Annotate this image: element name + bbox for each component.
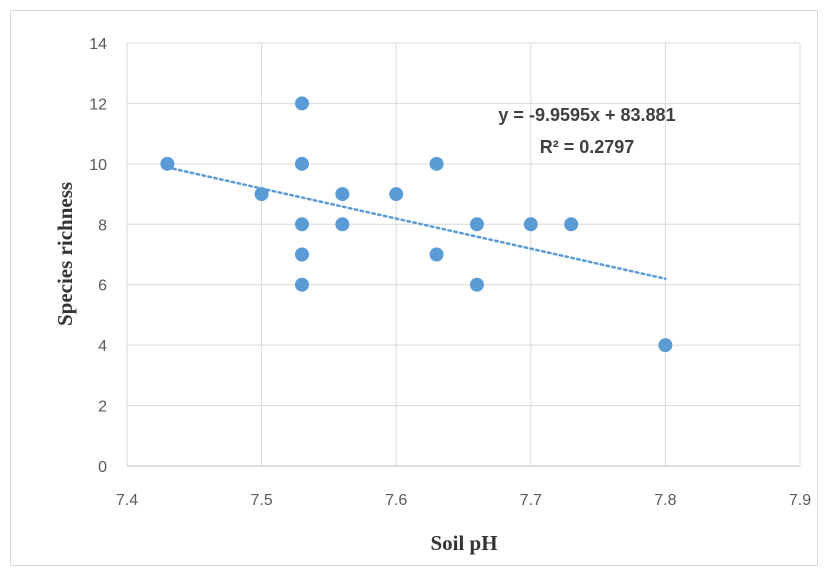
data-point [429, 156, 444, 171]
y-tick-label: 10 [89, 157, 107, 174]
y-tick-label: 14 [89, 36, 107, 53]
trendline-r-squared: R² = 0.2797 [540, 137, 635, 157]
data-point [294, 277, 309, 292]
data-points [160, 96, 673, 353]
data-point [658, 338, 673, 353]
y-tick-label: 0 [98, 459, 107, 476]
data-point [294, 156, 309, 171]
data-point [294, 247, 309, 262]
gridlines [126, 42, 801, 467]
x-tick-label: 7.9 [789, 492, 811, 509]
data-point [469, 217, 484, 232]
data-point [160, 156, 175, 171]
y-tick-label: 4 [98, 338, 107, 355]
data-point [254, 187, 269, 202]
y-tick-labels: 0 2 4 6 8 10 12 14 [89, 36, 107, 476]
x-tick-label: 7.7 [520, 492, 542, 509]
y-tick-label: 12 [89, 96, 107, 113]
data-point [429, 247, 444, 262]
data-point [389, 187, 404, 202]
data-point [564, 217, 579, 232]
data-point [294, 96, 309, 111]
trendline [166, 166, 667, 281]
chart-frame [10, 10, 818, 566]
y-tick-label: 8 [98, 217, 107, 234]
trendline-equation: y = -9.9595x + 83.881 [498, 105, 675, 125]
data-point [335, 217, 350, 232]
y-tick-label: 6 [98, 278, 107, 295]
data-point [294, 217, 309, 232]
data-point [469, 277, 484, 292]
x-tick-label: 7.4 [116, 492, 138, 509]
x-tick-labels: 7.4 7.5 7.6 7.7 7.8 7.9 [116, 492, 811, 509]
data-point [335, 187, 350, 202]
x-tick-label: 7.5 [250, 492, 272, 509]
y-tick-label: 2 [98, 399, 107, 416]
x-axis-title: Soil pH [430, 531, 497, 555]
y-axis-title: Species richness [53, 182, 77, 326]
trendline-group [166, 166, 667, 281]
x-tick-label: 7.6 [385, 492, 407, 509]
x-tick-label: 7.8 [654, 492, 676, 509]
data-point [523, 217, 538, 232]
